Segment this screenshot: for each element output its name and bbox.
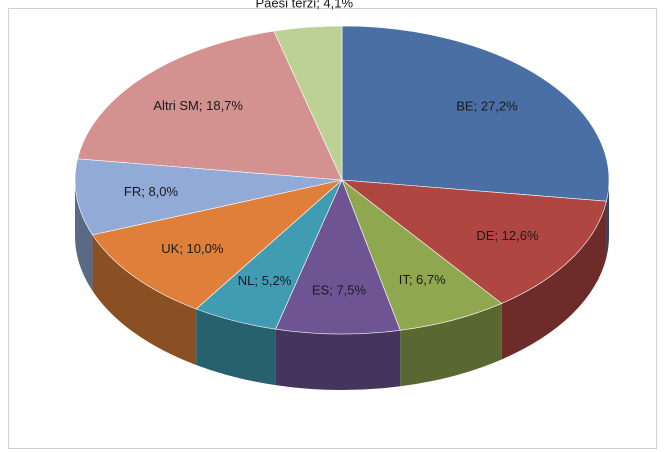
pie-side bbox=[196, 308, 276, 386]
pie-side bbox=[75, 180, 93, 291]
data-label: Altri SM; 18,7% bbox=[153, 98, 243, 113]
pie-side bbox=[400, 303, 502, 387]
data-label: DE; 12,6% bbox=[476, 228, 539, 243]
pie-slice bbox=[341, 179, 607, 304]
data-label: IT; 6,7% bbox=[399, 272, 446, 287]
pie-slice bbox=[275, 179, 401, 335]
data-label: Paesi terzi; 4,1% bbox=[256, 0, 354, 10]
data-label: BE; 27,2% bbox=[456, 99, 518, 114]
data-label: NL; 5,2% bbox=[238, 273, 292, 288]
data-label: ES; 7,5% bbox=[312, 282, 367, 297]
pie-labels: BE; 27,2% DE; 12,6% IT; 6,7% ES; 7,5% NL; 5,… bbox=[124, 0, 539, 297]
pie-side bbox=[275, 329, 401, 390]
pie-slice bbox=[92, 179, 344, 310]
data-label: FR; 8,0% bbox=[124, 184, 179, 199]
pie-side bbox=[501, 201, 607, 360]
pie-slice bbox=[341, 25, 610, 202]
pie-side bbox=[92, 234, 197, 365]
pie-slice bbox=[77, 30, 343, 181]
pie-sides bbox=[75, 180, 609, 390]
data-label: UK; 10,0% bbox=[161, 241, 224, 256]
pie-slice bbox=[341, 179, 503, 331]
pie-slice bbox=[74, 158, 343, 236]
pie-slice bbox=[273, 25, 343, 181]
pie-tops bbox=[74, 25, 610, 335]
